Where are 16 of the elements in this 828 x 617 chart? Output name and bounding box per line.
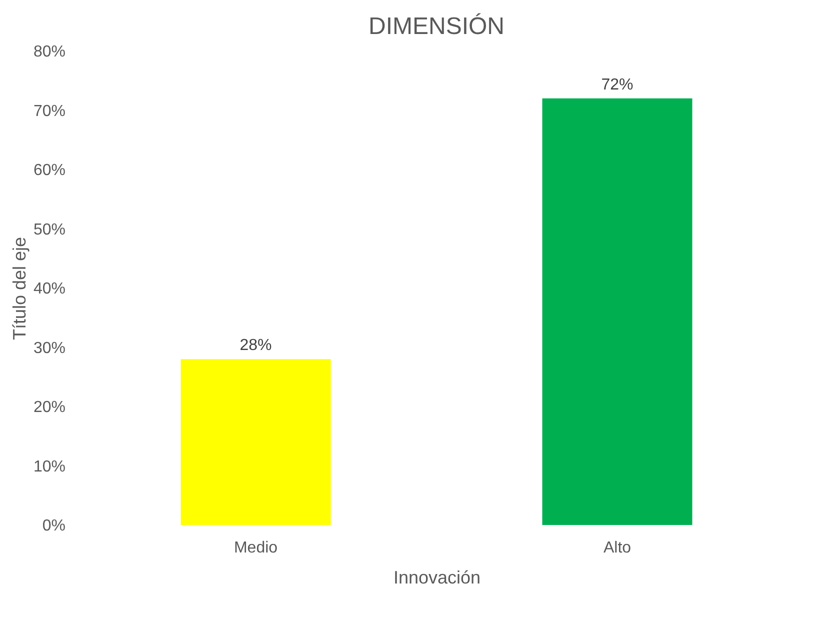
y-axis-title: Título del eje: [9, 236, 30, 340]
y-tick-label: 10%: [33, 458, 66, 476]
y-tick-label: 40%: [33, 280, 66, 298]
x-tick-label: Alto: [603, 540, 632, 556]
y-tick-label: 0%: [42, 518, 66, 534]
x-tick-label: Medio: [234, 540, 278, 556]
y-tick-label: 30%: [33, 340, 66, 357]
y-tick-label: 50%: [33, 221, 66, 238]
y-tick-label: 70%: [33, 102, 66, 120]
x-axis-title: Innovación: [393, 568, 481, 588]
y-tick-label: 20%: [33, 399, 66, 416]
chart-title: DIMENSIÓN: [368, 13, 505, 40]
data-label: 28%: [240, 337, 272, 354]
y-tick-label: 60%: [33, 162, 66, 179]
y-tick-label: 80%: [33, 44, 66, 60]
data-label: 72%: [601, 76, 634, 94]
